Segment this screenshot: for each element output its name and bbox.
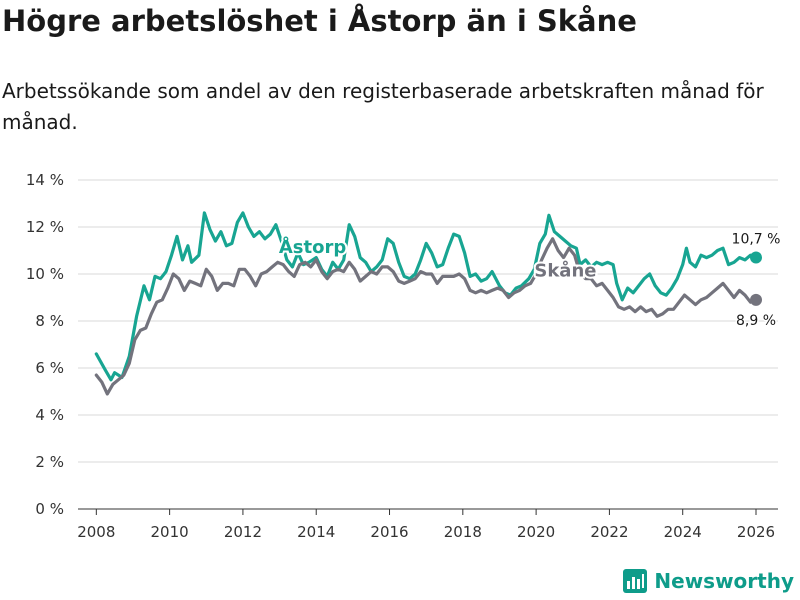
x-tick-label: 2016 (370, 523, 408, 541)
x-tick-label: 2010 (151, 523, 189, 541)
y-tick-label: 12 % (26, 218, 64, 236)
x-tick-label: 2024 (664, 523, 702, 541)
y-tick-label: 4 % (35, 406, 64, 424)
series-lines (94, 211, 763, 396)
y-tick-label: 6 % (35, 359, 64, 377)
series-labels: Åstorp Skåne 10,7 % 8,9 % (277, 230, 782, 330)
end-value-label: 8,9 % (736, 313, 776, 329)
x-axis: 2008 2010 2012 2014 2016 2018 2020 2022 2024 2026 (77, 509, 775, 541)
series-line-skane (94, 237, 758, 396)
x-tick-label: 2026 (737, 523, 775, 541)
y-tick-label: 8 % (35, 312, 64, 330)
y-tick-label: 14 % (26, 171, 64, 189)
brand-logo: Newsworthy (622, 568, 794, 594)
x-tick-label: 2014 (297, 523, 335, 541)
x-tick-label: 2008 (77, 523, 115, 541)
y-axis: 0 % 2 % 4 % 6 % 8 % 10 % 12 % 14 % (26, 171, 64, 518)
newsworthy-logo-icon (623, 569, 648, 593)
y-tick-label: 0 % (35, 500, 64, 518)
series-end-point (750, 293, 763, 306)
grid (78, 179, 778, 510)
series-end-point (750, 251, 763, 264)
brand-name: Newsworthy (654, 569, 794, 593)
series-name-label: Åstorp (279, 235, 346, 258)
x-tick-label: 2018 (444, 523, 482, 541)
chart-title: Högre arbetslöshet i Åstorp än i Skåne (2, 4, 637, 38)
x-tick-label: 2022 (590, 523, 628, 541)
series-name-label: Skåne (534, 259, 596, 281)
end-value-label: 10,7 % (732, 232, 781, 248)
y-tick-label: 2 % (35, 453, 64, 471)
x-tick-label: 2012 (224, 523, 262, 541)
x-tick-label: 2020 (517, 523, 555, 541)
chart-subtitle: Arbetssökande som andel av den registerb… (2, 79, 764, 134)
y-tick-label: 10 % (26, 265, 64, 283)
series-line-astorp (94, 211, 758, 382)
